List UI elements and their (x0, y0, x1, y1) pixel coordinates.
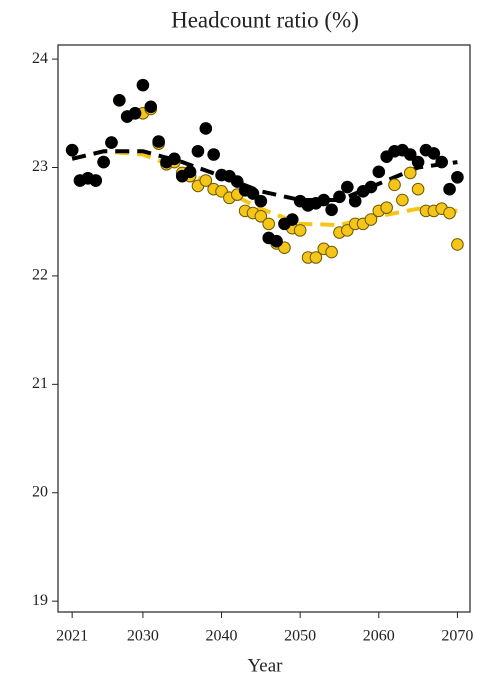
data-point (168, 152, 181, 166)
x-tick-label: 2050 (284, 628, 316, 645)
data-point (191, 144, 205, 158)
x-tick-label: 2060 (363, 628, 395, 645)
data-point (451, 238, 464, 251)
x-tick-label: 2040 (206, 628, 238, 645)
data-point (309, 251, 323, 264)
y-tick-label: 22 (32, 267, 48, 284)
data-point (270, 234, 283, 248)
data-point (348, 194, 362, 208)
data-point (89, 174, 103, 187)
data-point (388, 178, 401, 192)
x-axis-label: Year (247, 655, 283, 676)
data-point (199, 122, 213, 135)
data-point (443, 206, 456, 220)
data-point (403, 166, 417, 180)
data-point (317, 193, 331, 207)
y-tick-label: 19 (32, 592, 48, 609)
data-point (403, 148, 417, 161)
data-point (199, 174, 213, 187)
data-point (105, 136, 118, 149)
data-point (128, 107, 142, 120)
data-point (427, 147, 441, 160)
data-point (411, 182, 425, 196)
data-point (451, 170, 464, 184)
data-point (246, 187, 260, 200)
data-point (97, 155, 110, 169)
trend-line (71, 149, 458, 203)
chart-title: Headcount ratio (%) (171, 7, 359, 32)
data-point (333, 190, 346, 204)
data-point (396, 193, 409, 207)
data-point (364, 213, 378, 226)
data-point (183, 165, 197, 179)
trend-line (71, 149, 458, 227)
data-point (262, 217, 276, 231)
data-point (443, 182, 456, 196)
data-point (113, 93, 126, 107)
y-tick-label: 21 (32, 375, 48, 392)
data-point (411, 155, 425, 169)
data-point (152, 135, 165, 148)
plot-frame (57, 44, 471, 613)
x-tick-label: 2070 (441, 628, 473, 645)
data-point (254, 209, 268, 223)
data-point (325, 245, 338, 259)
data-point (254, 194, 268, 208)
data-point (435, 155, 448, 169)
y-tick-label: 23 (32, 158, 48, 175)
data-point (144, 100, 158, 114)
data-point (207, 148, 220, 161)
x-tick-label: 2030 (127, 628, 159, 645)
data-point (364, 180, 378, 194)
data-point (341, 180, 354, 194)
data-point (325, 203, 338, 217)
data-point (136, 78, 150, 92)
data-point (380, 201, 393, 214)
data-point (65, 143, 79, 157)
data-point (286, 213, 299, 226)
data-point (372, 165, 386, 179)
data-point (293, 224, 307, 237)
x-tick-label: 2021 (56, 628, 88, 645)
data-point (230, 175, 244, 188)
y-tick-label: 20 (32, 483, 48, 500)
y-tick-label: 24 (32, 50, 48, 67)
